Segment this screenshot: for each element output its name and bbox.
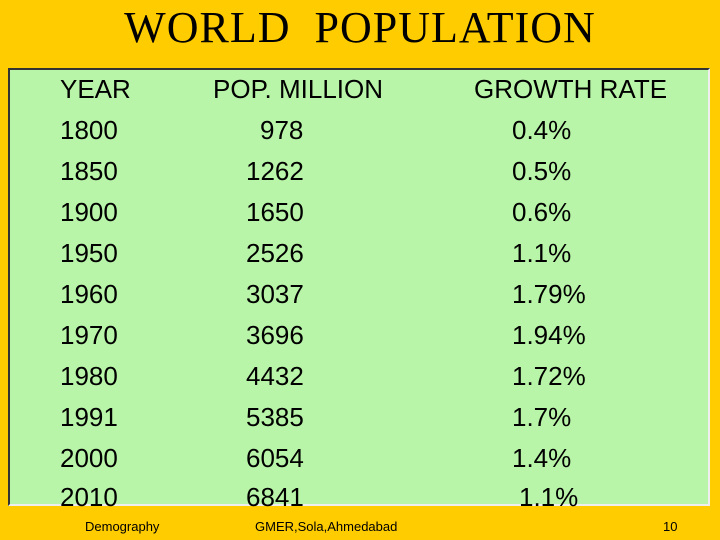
cell-growth-rate: 1.1% (512, 238, 572, 268)
cell-growth-rate: 0.4% (512, 115, 572, 145)
cell-population: 3037 (246, 279, 304, 309)
cell-population: 2526 (246, 238, 304, 268)
population-table: YEAR POP. MILLION GROWTH RATE 1800 978 0… (8, 68, 710, 512)
cell-year: 1900 (60, 197, 118, 227)
cell-year: 1800 (60, 115, 118, 145)
cell-year: 2000 (60, 443, 118, 473)
header-population: POP. MILLION (213, 74, 384, 104)
cell-year: 2010 (60, 482, 118, 512)
footer-institution: GMER,Sola,Ahmedabad (255, 519, 398, 534)
cell-growth-rate: 1.4% (512, 443, 572, 473)
cell-population: 1650 (246, 197, 304, 227)
cell-growth-rate: 1.79% (512, 279, 586, 309)
cell-population: 5385 (246, 402, 304, 432)
cell-growth-rate: 1.94% (512, 320, 586, 350)
cell-year: 1950 (60, 238, 118, 268)
cell-population: 3696 (246, 320, 304, 350)
cell-year: 1970 (60, 320, 118, 350)
slide-title: WORLD POPULATION (124, 3, 596, 52)
cell-year: 1980 (60, 361, 118, 391)
footer-topic: Demography (85, 519, 160, 534)
header-year: YEAR (60, 74, 131, 104)
cell-year: 1991 (60, 402, 118, 432)
cell-population: 978 (260, 115, 304, 145)
cell-year: 1850 (60, 156, 118, 186)
cell-growth-rate: 1.7% (512, 402, 572, 432)
slide-number: 10 (663, 519, 678, 534)
cell-growth-rate: 1.1% (519, 482, 579, 512)
cell-growth-rate: 0.6% (512, 197, 572, 227)
cell-growth-rate: 1.72% (512, 361, 586, 391)
cell-population: 4432 (246, 361, 304, 391)
cell-year: 1960 (60, 279, 118, 309)
cell-growth-rate: 0.5% (512, 156, 572, 186)
cell-population: 6841 (246, 482, 304, 512)
cell-population: 6054 (246, 443, 304, 473)
cell-population: 1262 (246, 156, 304, 186)
header-growth-rate: GROWTH RATE (474, 74, 668, 104)
